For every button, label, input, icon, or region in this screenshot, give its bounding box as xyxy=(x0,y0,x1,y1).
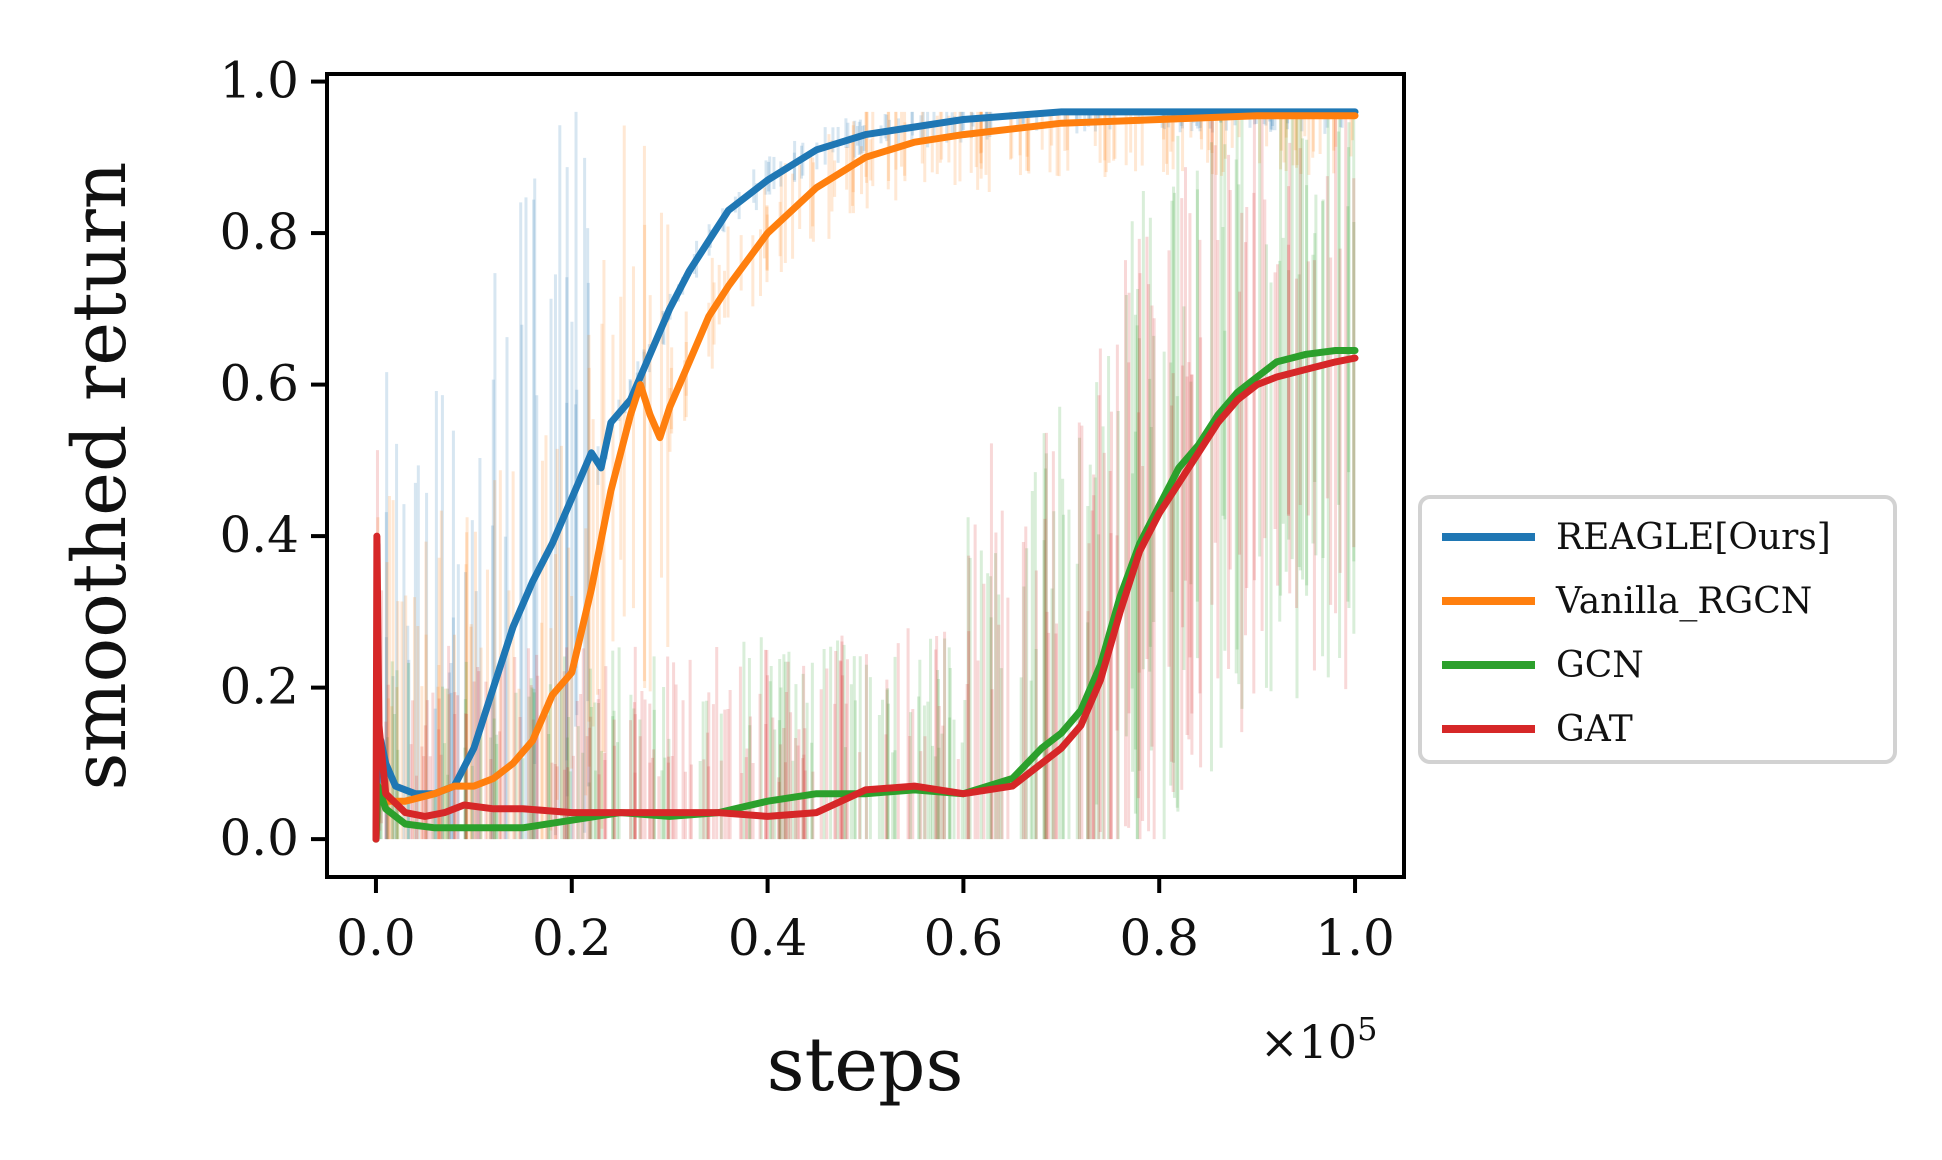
x-tick-label: 0.6 xyxy=(924,909,1004,967)
plot-frame xyxy=(325,72,1406,879)
legend-label: GCN xyxy=(1556,645,1644,686)
x-axis-ticks: 0.0 0.2 0.4 0.6 0.8 1.0 xyxy=(336,877,1395,967)
x-axis-label: steps xyxy=(767,1022,964,1108)
legend-item-gat: GAT xyxy=(1442,709,1633,750)
legend-items: REAGLE[Ours] Vanilla_RGCN GCN GAT xyxy=(1442,517,1831,750)
legend-item-vanilla-rgcn: Vanilla_RGCN xyxy=(1442,581,1812,622)
series-layer xyxy=(372,108,1359,843)
x-axis-offset-exponent: 5 xyxy=(1357,1010,1377,1048)
x-tick-label: 0.8 xyxy=(1119,909,1199,967)
x-tick-label: 1.0 xyxy=(1315,909,1395,967)
x-tick-label: 0.2 xyxy=(532,909,612,967)
legend-label: Vanilla_RGCN xyxy=(1555,581,1812,622)
y-axis-label: smoothed return xyxy=(57,162,143,791)
x-axis-offset-label: ×105 xyxy=(1260,1010,1377,1069)
legend-item-gcn: GCN xyxy=(1442,645,1644,686)
legend-label: GAT xyxy=(1556,709,1633,750)
y-tick-label: 0.4 xyxy=(219,506,299,564)
y-tick-label: 1.0 xyxy=(219,52,299,110)
series-line-reagle-ours xyxy=(372,108,1359,843)
y-tick-label: 0.8 xyxy=(219,203,299,261)
y-tick-label: 0.0 xyxy=(219,809,299,867)
legend: REAGLE[Ours] Vanilla_RGCN GCN GAT xyxy=(1418,495,1897,764)
legend-label: REAGLE[Ours] xyxy=(1556,517,1831,558)
y-tick-label: 0.6 xyxy=(219,355,299,413)
raw-trace-gcn xyxy=(379,111,1356,840)
series-line-vanilla-rgcn xyxy=(372,112,1359,843)
y-axis-ticks: 0.0 0.2 0.4 0.6 0.8 1.0 xyxy=(219,52,327,867)
legend-item-reagle-ours: REAGLE[Ours] xyxy=(1442,517,1831,558)
series-line-gcn xyxy=(372,347,1359,843)
x-tick-label: 0.0 xyxy=(336,909,416,967)
x-tick-label: 0.4 xyxy=(728,909,808,967)
series-line-gat xyxy=(372,354,1359,843)
x-axis-offset-base: ×10 xyxy=(1260,1015,1357,1069)
legend-box xyxy=(1418,495,1897,764)
y-tick-label: 0.2 xyxy=(219,658,299,716)
